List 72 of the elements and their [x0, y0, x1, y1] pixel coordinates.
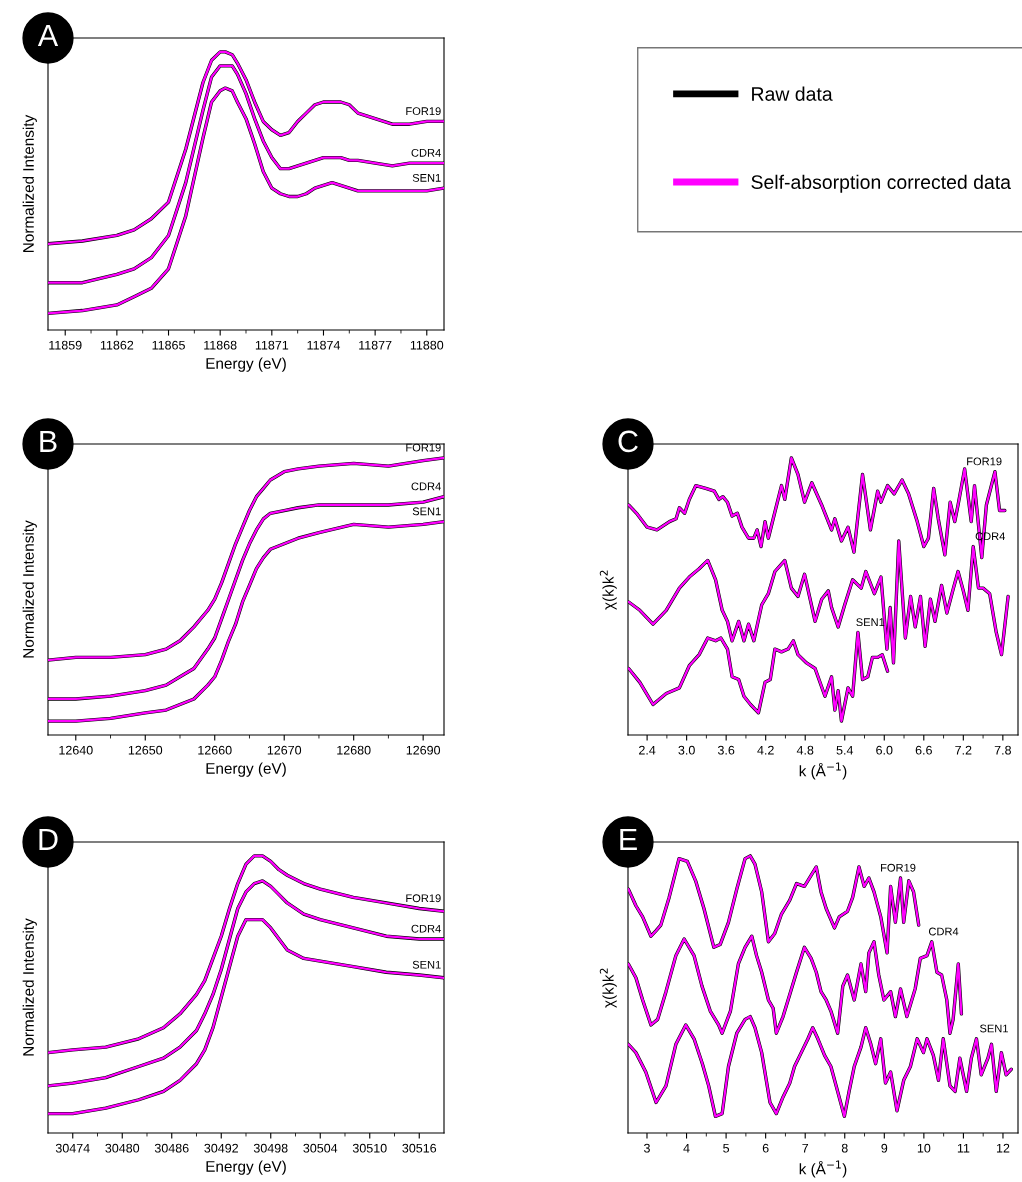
x-tick-label: 30510 — [352, 1143, 387, 1153]
chart-title: C — [618, 430, 638, 453]
x-tick-label: 3.6 — [717, 745, 735, 755]
annotation: SEN1 — [412, 960, 441, 969]
x-tick-label: 30480 — [105, 1143, 140, 1153]
x-tick-label: 7 — [802, 1143, 809, 1153]
x-tick-label: 6.0 — [876, 745, 893, 755]
x-tick-label: 12670 — [267, 745, 302, 755]
x-tick-label: 5.4 — [836, 745, 854, 755]
annotation: SEN1 — [979, 1024, 1008, 1033]
x-tick-label: 30474 — [55, 1143, 90, 1153]
x-tick-label: 4.2 — [757, 745, 774, 755]
annotation: CDR4 — [411, 924, 441, 933]
annotation: FOR19 — [406, 894, 441, 903]
x-tick-label: 11877 — [359, 340, 392, 350]
x-tick-label: 11880 — [410, 340, 444, 350]
x-tick-label: 30504 — [303, 1143, 338, 1153]
chart-title: D — [39, 828, 58, 850]
x-tick-label: 12690 — [406, 745, 441, 755]
x-tick-label: 30492 — [204, 1143, 238, 1153]
x-tick-label: 30498 — [253, 1143, 288, 1153]
x-tick-label: 11874 — [307, 340, 341, 350]
y-axis-title: χ(k)k$^{2}$ — [599, 570, 617, 610]
x-tick-label: 11865 — [152, 340, 185, 350]
x-tick-label: 7.2 — [955, 745, 972, 755]
annotation: CDR4 — [411, 148, 441, 157]
y-axis-title: Normalized Intensity — [22, 918, 37, 1056]
x-tick-label: 11862 — [100, 340, 134, 350]
x-axis-title: Energy (eV) — [206, 1160, 286, 1175]
legend-label: Raw data — [752, 86, 833, 101]
x-tick-label: 11 — [957, 1143, 970, 1153]
x-tick-label: 12650 — [128, 745, 163, 755]
legend-label: Self-absorption corrected data — [751, 174, 1011, 193]
x-tick-label: 30486 — [154, 1143, 189, 1153]
x-tick-label: 8 — [841, 1143, 848, 1153]
annotation: FOR19 — [406, 107, 441, 116]
annotation: FOR19 — [967, 457, 1002, 466]
chart-title: A — [37, 24, 59, 46]
x-tick-label: 11868 — [204, 340, 237, 350]
y-axis-title: Normalized Intensity — [22, 520, 37, 658]
x-tick-label: 4.8 — [796, 745, 814, 755]
annotation: SEN1 — [412, 173, 441, 182]
x-tick-label: 12 — [996, 1143, 1010, 1153]
x-axis-title: Energy (eV) — [206, 762, 286, 777]
annotation: SEN1 — [412, 507, 441, 516]
chart-title: E — [620, 828, 637, 850]
x-tick-label: 12640 — [59, 745, 93, 755]
x-axis-title: Energy (eV) — [206, 357, 286, 372]
x-tick-label: 6 — [762, 1143, 769, 1153]
x-tick-label: 5 — [723, 1143, 730, 1153]
y-axis-title: χ(k)k$^{2}$ — [599, 968, 617, 1008]
annotation: FOR19 — [881, 863, 916, 872]
annotation: CDR4 — [928, 927, 959, 936]
text: FOR19 — [406, 443, 441, 452]
annotation: CDR4 — [411, 482, 441, 491]
x-tick-label: 6.6 — [915, 745, 932, 755]
x-tick-label: 2.4 — [639, 745, 656, 755]
x-tick-label: 3 — [643, 1143, 650, 1153]
x-tick-label: 11859 — [49, 340, 82, 350]
x-axis-title: k (Å$^{−1}$) — [799, 1160, 847, 1178]
y-axis-title: Normalized Intensity — [22, 114, 37, 252]
x-axis-title: k (Å$^{−1}$) — [799, 762, 847, 780]
x-tick-label: 12660 — [198, 745, 232, 755]
x-tick-label: 10 — [917, 1143, 931, 1153]
x-tick-label: 4 — [683, 1143, 690, 1153]
x-tick-label: 12680 — [337, 745, 371, 755]
x-tick-label: 7.8 — [994, 745, 1011, 755]
chart-title: B — [40, 430, 57, 452]
x-tick-label: 9 — [881, 1143, 888, 1153]
x-tick-label: 3.0 — [678, 745, 695, 755]
x-tick-label: 30516 — [402, 1143, 437, 1153]
x-tick-label: 11871 — [255, 340, 289, 350]
